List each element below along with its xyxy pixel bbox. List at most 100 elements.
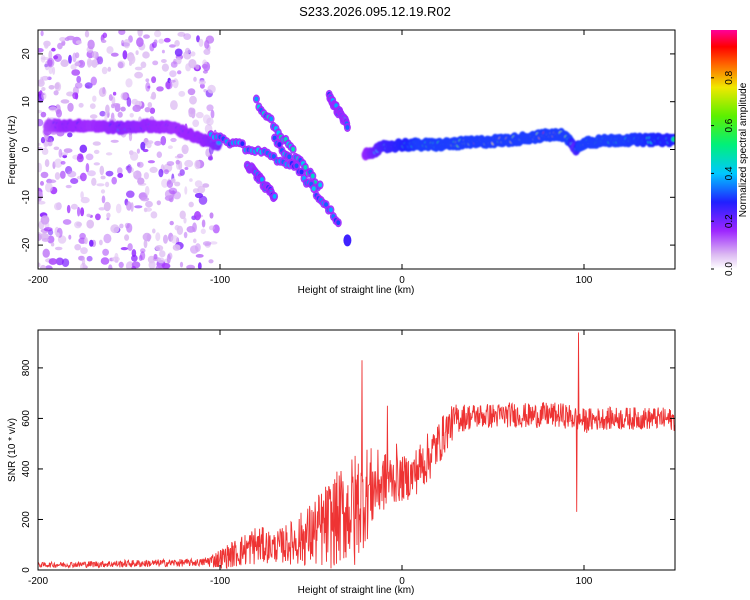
noise-blob bbox=[174, 181, 181, 187]
noise-blob bbox=[178, 90, 186, 97]
noise-blob bbox=[80, 196, 90, 204]
noise-blob bbox=[55, 257, 64, 266]
noise-blob bbox=[105, 152, 113, 156]
noise-blob bbox=[40, 30, 44, 37]
noise-blob bbox=[91, 51, 98, 59]
noise-blob bbox=[75, 40, 82, 45]
noise-blob bbox=[140, 61, 147, 69]
noise-blob bbox=[43, 227, 53, 232]
noise-blob bbox=[60, 59, 69, 67]
y-tick-label: 20 bbox=[21, 48, 32, 60]
noise-blob bbox=[38, 109, 43, 114]
colorbar-tick-label: 0.8 bbox=[724, 70, 735, 84]
noise-blob bbox=[105, 170, 114, 177]
noise-blob bbox=[54, 158, 63, 168]
x-tick-label: -100 bbox=[210, 576, 230, 587]
noise-blob bbox=[189, 95, 197, 105]
noise-blob bbox=[74, 62, 81, 67]
noise-blob bbox=[101, 195, 106, 204]
noise-blob bbox=[41, 87, 46, 91]
noise-blob bbox=[144, 107, 151, 113]
noise-blob bbox=[204, 39, 210, 49]
noise-blob bbox=[56, 109, 62, 118]
noise-blob bbox=[161, 49, 165, 54]
noise-blob bbox=[103, 233, 112, 244]
noise-blob bbox=[43, 40, 51, 47]
noise-blob bbox=[118, 261, 124, 268]
noise-blob bbox=[86, 58, 92, 68]
noise-blob bbox=[177, 173, 182, 177]
noise-blob bbox=[60, 152, 69, 156]
noise-blob bbox=[149, 166, 158, 173]
noise-blob bbox=[194, 211, 201, 221]
noise-blob bbox=[137, 30, 143, 37]
noise-blob bbox=[85, 153, 94, 161]
noise-blob bbox=[48, 85, 55, 90]
streak-core bbox=[324, 202, 329, 208]
noise-blob bbox=[201, 63, 208, 69]
y-tick-label: 600 bbox=[21, 410, 32, 427]
noise-blob bbox=[136, 105, 141, 110]
noise-blob bbox=[189, 178, 193, 182]
noise-blob bbox=[99, 110, 106, 117]
noise-blob bbox=[201, 219, 206, 228]
noise-blob bbox=[117, 61, 124, 69]
noise-blob bbox=[53, 146, 60, 151]
noise-blob bbox=[52, 66, 56, 75]
noise-blob bbox=[142, 51, 150, 59]
noise-blob bbox=[54, 82, 60, 90]
noise-blob bbox=[163, 169, 169, 175]
noise-blob bbox=[174, 48, 183, 57]
x-tick-label: 100 bbox=[576, 275, 593, 286]
noise-blob bbox=[147, 102, 153, 108]
noise-blob bbox=[192, 119, 200, 128]
noise-blob bbox=[114, 252, 119, 261]
noise-blob bbox=[135, 50, 139, 55]
noise-blob bbox=[40, 136, 46, 144]
noise-blob bbox=[144, 185, 150, 196]
noise-blob bbox=[183, 217, 187, 224]
noise-blob bbox=[86, 255, 93, 262]
noise-blob bbox=[188, 107, 196, 115]
noise-blob bbox=[122, 50, 128, 60]
noise-blob bbox=[41, 92, 47, 100]
streak-core bbox=[294, 163, 299, 169]
noise-blob bbox=[41, 75, 50, 81]
noise-blob bbox=[41, 238, 50, 242]
noise-blob bbox=[51, 47, 56, 52]
noise-blob bbox=[190, 51, 196, 57]
noise-blob bbox=[188, 201, 194, 208]
noise-blob bbox=[193, 76, 197, 82]
noise-blob bbox=[208, 259, 214, 264]
noise-blob bbox=[60, 160, 66, 165]
noise-blob bbox=[80, 191, 84, 199]
noise-blob bbox=[104, 112, 108, 122]
noise-blob bbox=[158, 38, 164, 44]
noise-blob bbox=[192, 222, 197, 233]
noise-blob bbox=[117, 111, 123, 118]
noise-blob bbox=[175, 159, 180, 165]
noise-blob bbox=[60, 99, 70, 104]
noise-blob bbox=[70, 64, 77, 70]
noise-blob bbox=[131, 265, 136, 269]
noise-blob bbox=[86, 213, 91, 218]
noise-blob bbox=[89, 114, 98, 119]
noise-blob bbox=[72, 92, 79, 100]
noise-blob bbox=[48, 50, 53, 61]
noise-blob bbox=[102, 248, 109, 256]
noise-blob bbox=[101, 66, 108, 75]
noise-blob bbox=[140, 141, 146, 151]
noise-blob bbox=[54, 172, 61, 180]
noise-blob bbox=[71, 69, 81, 76]
noise-blob bbox=[165, 80, 173, 90]
noise-blob bbox=[74, 244, 82, 251]
noise-blob bbox=[100, 175, 106, 180]
noise-blob bbox=[150, 211, 158, 219]
noise-blob bbox=[38, 48, 44, 53]
spectrogram-x-axis-label: Height of straight line (km) bbox=[298, 285, 415, 296]
noise-blob bbox=[87, 39, 95, 50]
noise-blob bbox=[47, 179, 57, 184]
streak-core bbox=[269, 116, 274, 122]
noise-blob bbox=[86, 219, 94, 229]
